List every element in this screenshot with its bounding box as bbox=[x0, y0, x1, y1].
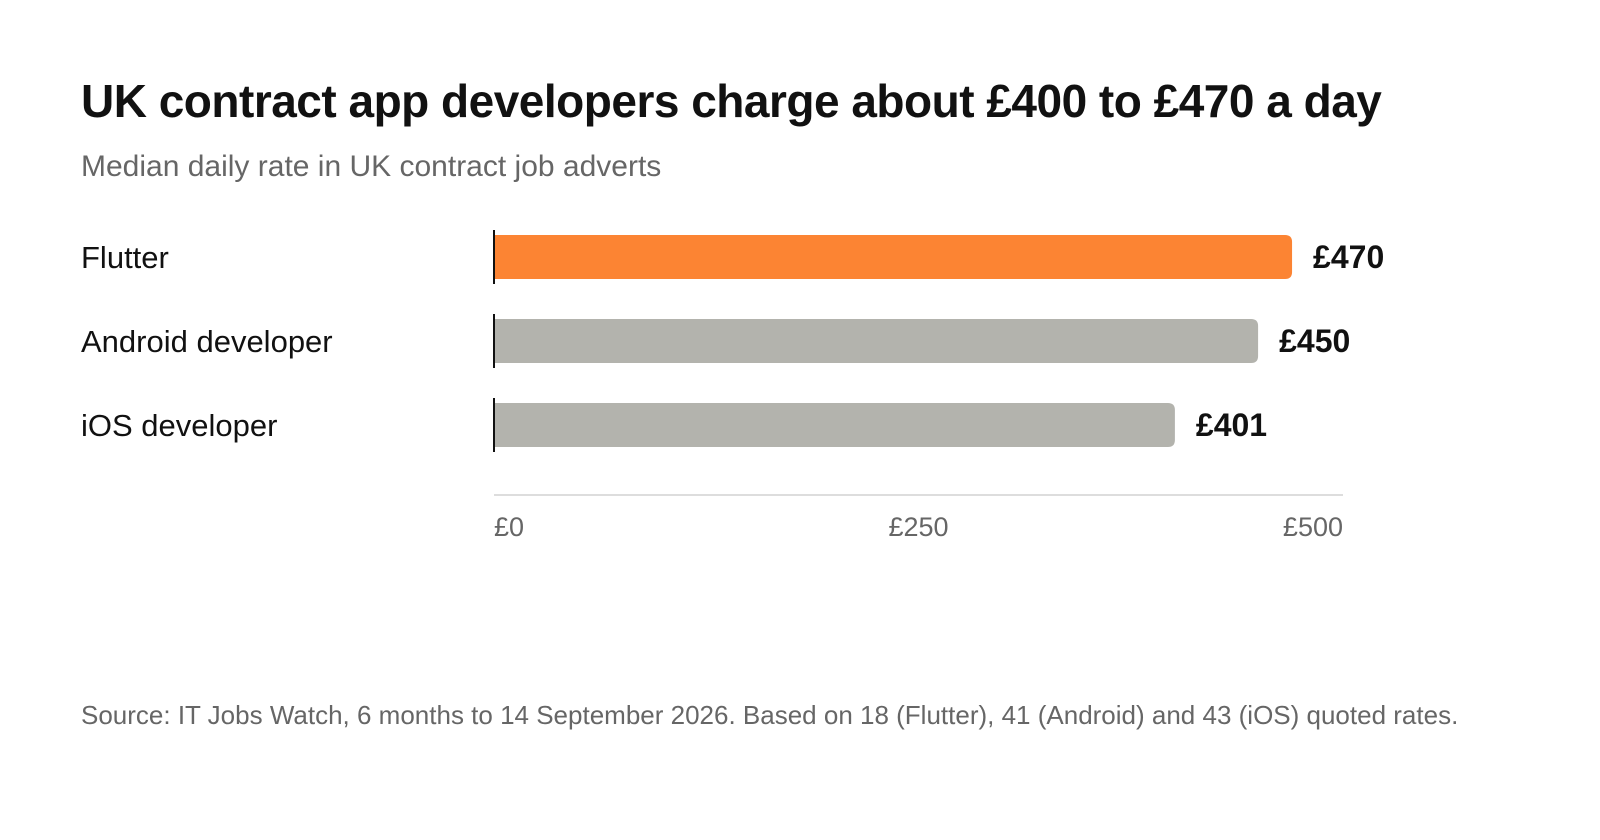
bar-flutter bbox=[494, 235, 1293, 279]
x-tick-label-0: £0 bbox=[494, 512, 524, 542]
value-label-flutter: £470 bbox=[1313, 239, 1384, 275]
value-label-ios-developer: £401 bbox=[1196, 407, 1267, 443]
category-label-ios-developer: iOS developer bbox=[81, 408, 277, 443]
category-label-android-developer: Android developer bbox=[81, 324, 333, 359]
chart-subtitle: Median daily rate in UK contract job adv… bbox=[81, 150, 662, 183]
source-note: Source: IT Jobs Watch, 6 months to 14 Se… bbox=[81, 700, 1459, 730]
category-label-flutter: Flutter bbox=[81, 240, 169, 275]
x-tick-label-500: £500 bbox=[1283, 512, 1343, 542]
bar-android-developer bbox=[494, 319, 1259, 363]
chart-title: UK contract app developers charge about … bbox=[81, 75, 1382, 127]
bar-ios-developer bbox=[494, 403, 1175, 447]
x-tick-label-250: £250 bbox=[888, 512, 948, 542]
value-label-android-developer: £450 bbox=[1279, 323, 1350, 359]
bar-chart: Flutter £470 Android developer £450 iOS deve… bbox=[81, 230, 1384, 542]
